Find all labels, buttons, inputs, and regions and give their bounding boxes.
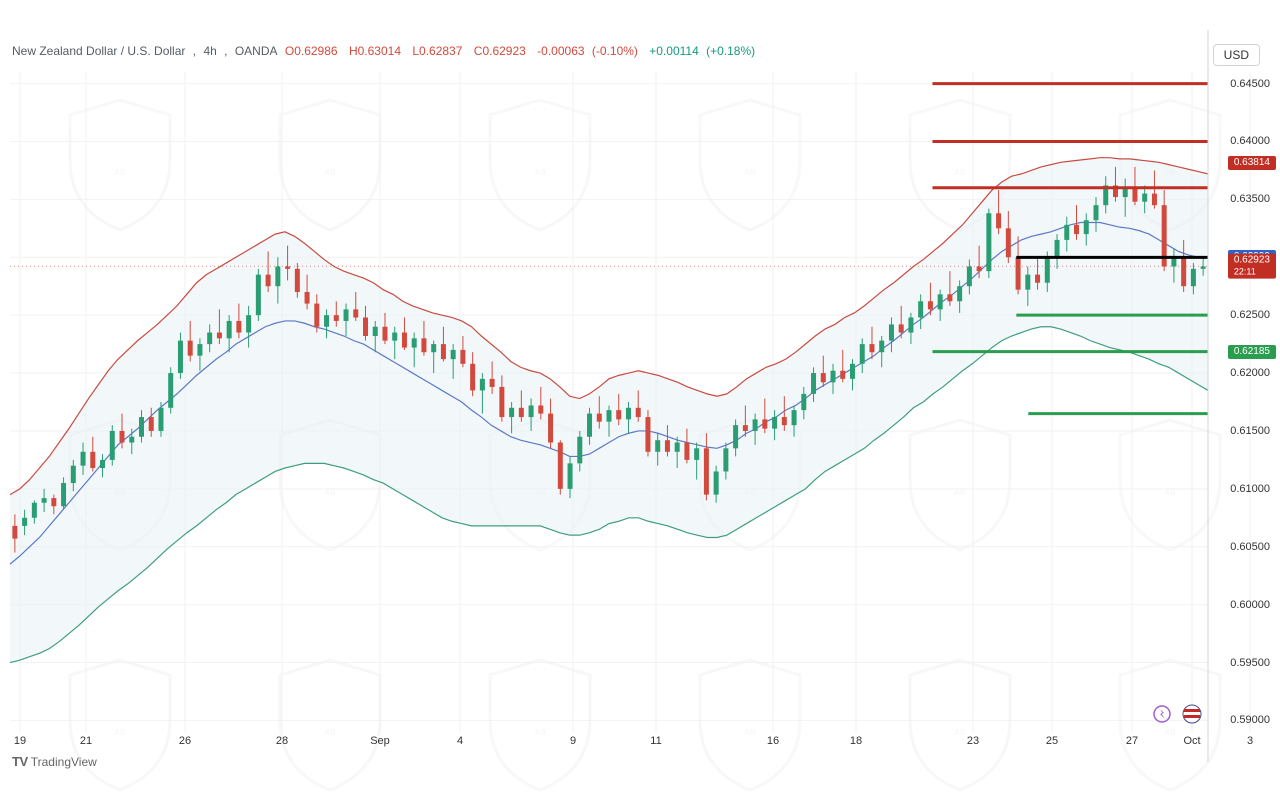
chart-container[interactable]: ABABABABABABABABABABABABABABABABABAB New… [0,0,1280,803]
y-tick: 0.61000 [1230,483,1270,495]
svg-text:AB: AB [534,728,546,737]
svg-text:AB: AB [1164,728,1176,737]
tradingview-attribution: TV TradingView [12,754,97,769]
x-tick: 25 [1046,735,1058,747]
y-tick: 0.60000 [1230,599,1270,611]
svg-text:AB: AB [324,488,336,497]
svg-text:AB: AB [744,168,756,177]
y-tick: 0.63500 [1230,193,1270,205]
svg-text:AB: AB [114,168,126,177]
timeframe: 4h [203,44,216,58]
svg-text:AB: AB [954,488,966,497]
x-tick: Oct [1183,735,1200,747]
currency-badge[interactable]: USD [1213,44,1260,66]
x-tick: 27 [1126,735,1138,747]
y-tick: 0.60500 [1230,541,1270,553]
y-tick: 0.59500 [1230,657,1270,669]
x-tick: 19 [14,735,26,747]
y-tick: 0.64500 [1230,78,1270,90]
x-tick: 28 [276,735,288,747]
y-tick: 0.62500 [1230,309,1270,321]
svg-text:AB: AB [114,728,126,737]
svg-text:AB: AB [954,168,966,177]
y-tick: 0.64000 [1230,135,1270,147]
x-tick: 21 [80,735,92,747]
source: OANDA [235,44,278,58]
y-tick: 0.61500 [1230,425,1270,437]
x-tick: 23 [967,735,979,747]
svg-text:AB: AB [324,168,336,177]
x-tick: 18 [850,735,862,747]
x-tick: 11 [650,735,661,747]
x-tick: Sep [370,735,390,747]
svg-text:AB: AB [954,728,966,737]
price-tag: 0.63814 [1228,156,1276,170]
svg-text:AB: AB [534,168,546,177]
chart-svg[interactable]: ABABABABABABABABABABABABABABABABABAB [0,0,1280,803]
symbol-header: New Zealand Dollar / U.S. Dollar , 4h , … [12,44,763,58]
y-tick: 0.62000 [1230,367,1270,379]
x-tick: 9 [570,735,576,747]
svg-text:AB: AB [1164,488,1176,497]
price-tag: 0.6292322:11 [1228,254,1276,279]
svg-text:AB: AB [744,728,756,737]
x-tick: 4 [457,735,463,747]
y-tick: 0.59000 [1230,714,1270,726]
x-tick: 26 [179,735,191,747]
x-tick: 16 [767,735,779,747]
svg-text:AB: AB [324,728,336,737]
x-tick: 3 [1247,735,1253,747]
price-tag: 0.62185 [1228,345,1276,359]
pair-name: New Zealand Dollar / U.S. Dollar [12,44,185,58]
